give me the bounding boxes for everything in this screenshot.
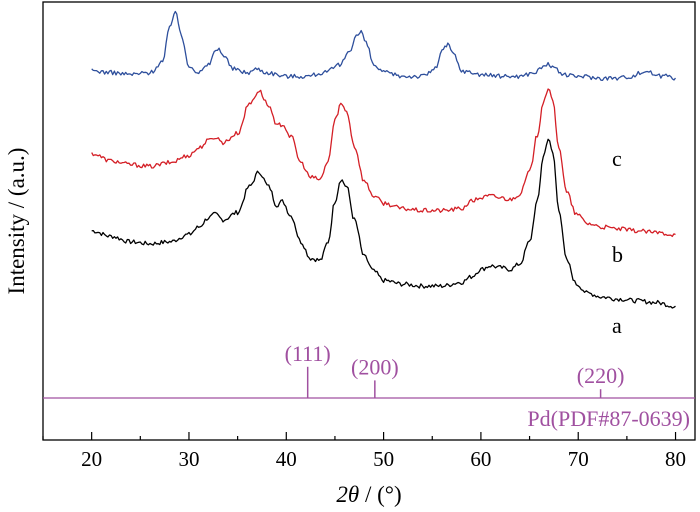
reference-peaks: (111) (200) (220) xyxy=(285,341,625,398)
series-trace-c xyxy=(91,10,676,81)
x-tick-label: 40 xyxy=(276,447,297,471)
x-axis-title-rest: / (°) xyxy=(359,482,401,507)
x-tick-label: 70 xyxy=(568,447,589,471)
plot-frame xyxy=(42,1,696,441)
reference-label: Pd(PDF#87-0639) xyxy=(527,406,690,431)
reference-peak-label: (200) xyxy=(351,354,399,379)
series-trace-b xyxy=(91,88,676,238)
series-label-c: c xyxy=(612,146,622,171)
x-tick-label: 60 xyxy=(470,447,491,471)
series-label-b: b xyxy=(612,242,623,267)
x-tick-label: 80 xyxy=(665,447,686,471)
series-traces xyxy=(91,10,676,309)
x-axis-title: 2θ / (°) xyxy=(336,482,401,507)
series-label-a: a xyxy=(612,313,622,338)
reference-peak-label: (220) xyxy=(577,363,625,388)
y-axis-title: Intensity / (a.u.) xyxy=(4,148,29,295)
series-trace-a xyxy=(91,138,676,309)
x-tick-label: 30 xyxy=(178,447,199,471)
x-tick-label: 20 xyxy=(81,447,102,471)
x-axis-ticks: 20 30 40 50 60 70 80 xyxy=(42,432,686,471)
x-axis-title-italic: 2θ xyxy=(336,482,359,507)
x-tick-label: 50 xyxy=(373,447,394,471)
reference-peak-label: (111) xyxy=(285,341,331,366)
